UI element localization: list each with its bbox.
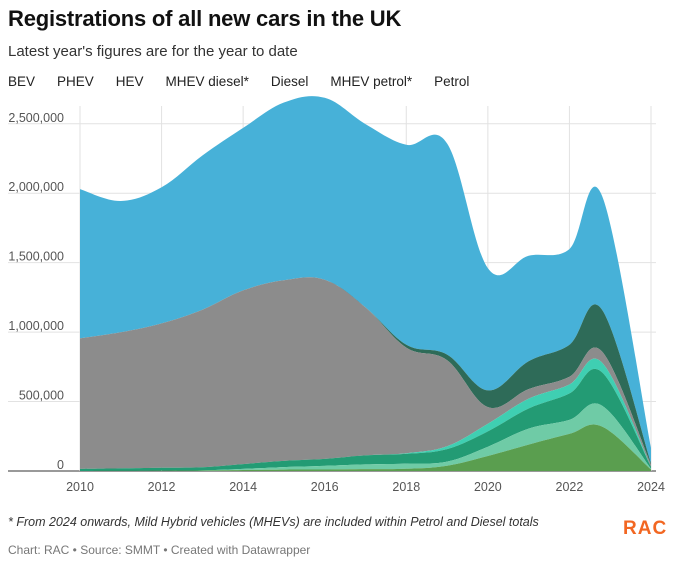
legend-item-petrol: Petrol: [434, 74, 469, 89]
legend-item-diesel: Diesel: [271, 74, 309, 89]
x-tick-label: 2010: [66, 480, 94, 494]
legend-item-mhev-petrol: MHEV petrol*: [330, 74, 412, 89]
legend-label-phev: PHEV: [57, 74, 94, 89]
x-tick-label: 2020: [474, 480, 502, 494]
x-tick-label: 2022: [556, 480, 584, 494]
y-axis-tick-labels: 0 500,000 1,000,000 1,500,000 2,000,000 2,500…: [8, 111, 64, 472]
y-tick-label: 500,000: [19, 389, 64, 403]
legend-label-bev: BEV: [8, 74, 36, 89]
source-credit: Chart: RAC • Source: SMMT • Created with…: [8, 543, 311, 557]
area-layers: [80, 96, 651, 471]
legend-label-mhev-petrol: MHEV petrol*: [330, 74, 413, 89]
legend-item-hev: HEV: [116, 74, 144, 89]
area-petrol: [80, 96, 651, 464]
x-tick-label: 2014: [229, 480, 257, 494]
legend-item-mhev-diesel: MHEV diesel*: [166, 74, 249, 89]
x-tick-label: 2018: [392, 480, 420, 494]
y-tick-label: 2,000,000: [8, 180, 64, 194]
y-tick-label: 0: [57, 458, 64, 472]
legend-label-hev: HEV: [115, 74, 144, 89]
legend-label-petrol: Petrol: [434, 74, 470, 89]
y-tick-label: 2,500,000: [8, 111, 64, 125]
area-chart: 0 500,000 1,000,000 1,500,000 2,000,000 2,500…: [8, 96, 665, 494]
area-mhev-petrol: [80, 277, 651, 465]
area-diesel: [80, 277, 651, 469]
legend-item-bev: BEV: [8, 74, 35, 89]
y-tick-label: 1,000,000: [8, 319, 64, 333]
area-bev: [80, 424, 651, 471]
area-phev: [80, 403, 651, 471]
x-axis-tick-labels: 2010 2012 2014 2016 2018 2020 2022 2024: [66, 480, 665, 494]
area-hev: [80, 368, 651, 471]
y-tick-label: 1,500,000: [8, 250, 64, 264]
legend-item-phev: PHEV: [57, 74, 94, 89]
rac-logo: RAC: [623, 518, 668, 539]
chart-title: Registrations of all new cars in the UK: [8, 6, 402, 31]
legend-label-mhev-diesel: MHEV diesel*: [165, 74, 249, 89]
chart-legend: BEV PHEV HEV MHEV diesel* Diesel MHEV pe…: [8, 74, 491, 89]
chart-subtitle: Latest year's figures are for the year t…: [8, 43, 298, 60]
x-tick-label: 2012: [148, 480, 176, 494]
footnote: * From 2024 onwards, Mild Hybrid vehicle…: [8, 515, 539, 529]
legend-label-diesel: Diesel: [270, 74, 309, 89]
x-tick-label: 2024: [637, 480, 665, 494]
x-tick-label: 2016: [311, 480, 339, 494]
